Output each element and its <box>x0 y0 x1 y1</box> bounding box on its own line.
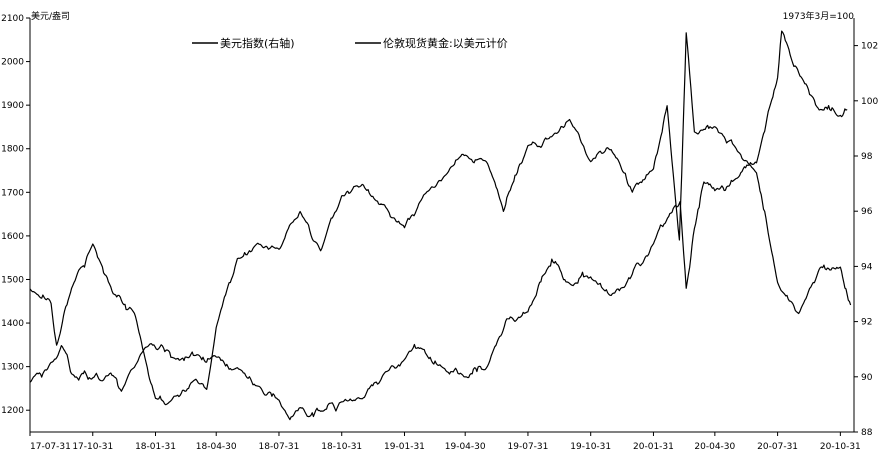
right-axis-ticks: 88 90 92 94 96 98 100 102 <box>854 42 878 438</box>
left-tick-label: 1600 <box>1 232 24 242</box>
series-layer <box>29 30 852 421</box>
x-tick-label: 19-01-31 <box>384 442 425 452</box>
right-tick-label: 96 <box>861 207 873 217</box>
left-tick-label: 1900 <box>1 101 24 111</box>
gold-price-line <box>29 30 848 421</box>
right-tick-label: 102 <box>861 42 878 52</box>
legend-label-dxy: 美元指数(右轴) <box>220 36 295 50</box>
left-axis-ticks: 1200 1300 1400 1500 1600 1700 1800 1900 2000 2100 <box>1 14 30 416</box>
left-tick-label: 1500 <box>1 275 24 285</box>
x-axis-ticks: 17-07-31 17-10-31 18-01-31 18-04-30 18-07-31… <box>29 432 861 452</box>
right-tick-label: 100 <box>861 97 878 107</box>
legend: 美元指数(右轴) 伦敦现货黄金:以美元计价 <box>192 36 508 50</box>
x-tick-label: 20-10-31 <box>820 442 861 452</box>
x-tick-label: 17-07-31 <box>30 442 71 452</box>
left-tick-label: 1400 <box>1 319 24 329</box>
x-tick-label: 18-01-31 <box>135 442 176 452</box>
plot-frame <box>29 18 855 433</box>
right-tick-label: 92 <box>861 318 872 328</box>
right-tick-label: 98 <box>861 152 873 162</box>
left-tick-label: 1700 <box>1 188 24 198</box>
x-tick-label: 20-01-31 <box>633 442 674 452</box>
x-tick-label: 18-07-31 <box>259 442 300 452</box>
dollar-index-line <box>29 32 852 406</box>
legend-label-gold: 伦敦现货黄金:以美元计价 <box>383 36 508 50</box>
x-tick-label: 20-04-30 <box>694 442 735 452</box>
x-tick-label: 18-10-31 <box>321 442 362 452</box>
left-tick-label: 1800 <box>1 145 24 155</box>
left-tick-label: 1300 <box>1 363 24 373</box>
right-tick-label: 88 <box>861 428 873 438</box>
right-tick-label: 94 <box>861 262 873 272</box>
x-tick-label: 18-04-30 <box>196 442 237 452</box>
left-tick-label: 1200 <box>1 406 24 416</box>
right-tick-label: 90 <box>861 373 873 383</box>
x-tick-label: 17-10-31 <box>72 442 113 452</box>
x-tick-label: 19-07-31 <box>508 442 549 452</box>
x-tick-label: 19-04-30 <box>445 442 486 452</box>
x-tick-label: 19-10-31 <box>570 442 611 452</box>
x-tick-label: 20-07-31 <box>757 442 798 452</box>
right-axis-unit: 1973年3月=100 <box>783 10 855 22</box>
left-tick-label: 2000 <box>1 58 24 68</box>
left-axis-unit: 美元/盎司 <box>31 10 70 22</box>
left-tick-label: 2100 <box>1 14 24 24</box>
